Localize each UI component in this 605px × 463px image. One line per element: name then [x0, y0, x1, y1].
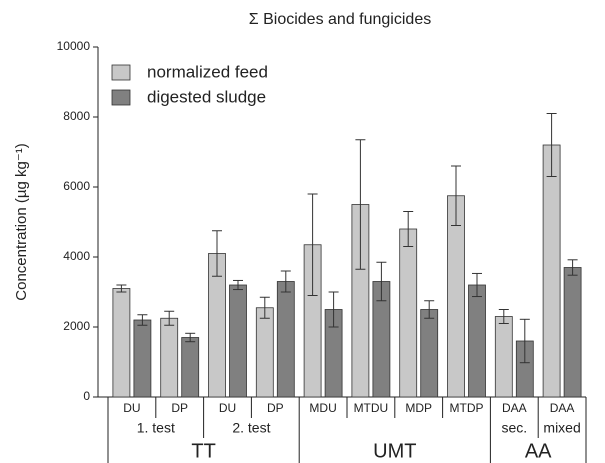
bar [255, 307, 274, 398]
legend-swatch [111, 64, 131, 81]
subgroup-label: 1. test [137, 420, 175, 436]
error-bar [546, 113, 557, 177]
error-bar [424, 300, 435, 319]
x-tick-label: MDP [405, 401, 432, 415]
bar [563, 267, 582, 398]
group-label: AA [525, 440, 552, 462]
error-bar [164, 310, 175, 326]
y-tick-label: 2000 [63, 319, 90, 333]
legend-swatch [111, 89, 131, 106]
y-tick-label: 6000 [63, 179, 90, 193]
group-label: UMT [373, 440, 416, 462]
error-bar [233, 279, 243, 291]
error-bar [137, 314, 148, 326]
x-tick-label: DU [219, 401, 236, 415]
x-tick-label: DP [171, 401, 188, 415]
bar [181, 337, 200, 398]
error-bar [355, 139, 366, 270]
y-tick-label: 0 [83, 389, 90, 403]
error-bar [212, 230, 222, 277]
x-tick-label: DU [123, 401, 140, 415]
bar [399, 228, 418, 398]
subgroup-label: sec. [501, 420, 527, 436]
bar [229, 284, 247, 398]
error-bar [472, 272, 482, 298]
x-tick-label: DAA [550, 401, 575, 415]
bar [420, 309, 439, 398]
x-tick-label: MTDP [450, 401, 484, 415]
x-tick-label: MTDU [354, 401, 389, 415]
y-tick-label: 10000 [57, 39, 91, 53]
bar [112, 288, 131, 398]
error-bar [259, 296, 270, 319]
error-bar [567, 259, 578, 276]
y-axis-label: Concentration (µg kg⁻¹) [13, 143, 30, 300]
group-label: TT [191, 440, 215, 462]
bar [542, 144, 561, 398]
bar [276, 281, 295, 398]
error-bar [185, 332, 196, 343]
bar [160, 317, 179, 398]
legend-label: digested sludge [147, 87, 266, 106]
error-bar [328, 291, 339, 328]
x-tick-label: MDU [309, 401, 336, 415]
error-bar [116, 284, 127, 293]
bar [133, 319, 152, 398]
x-tick-label: DAA [502, 401, 527, 415]
error-bar [307, 193, 318, 296]
subgroup-label: 2. test [232, 420, 270, 436]
error-bar [519, 318, 530, 364]
chart-title: Σ Biocides and fungicides [249, 11, 431, 28]
y-tick-label: 4000 [63, 249, 90, 263]
bar [468, 284, 486, 398]
error-bar [280, 270, 291, 293]
x-tick-label: DP [267, 401, 284, 415]
error-bar [403, 211, 414, 247]
error-bar [451, 165, 461, 226]
y-tick-label: 8000 [63, 109, 90, 123]
error-bar [376, 261, 387, 302]
legend-label: normalized feed [147, 62, 268, 81]
bar [494, 316, 513, 398]
subgroup-label: mixed [543, 420, 580, 436]
error-bar [498, 309, 509, 324]
